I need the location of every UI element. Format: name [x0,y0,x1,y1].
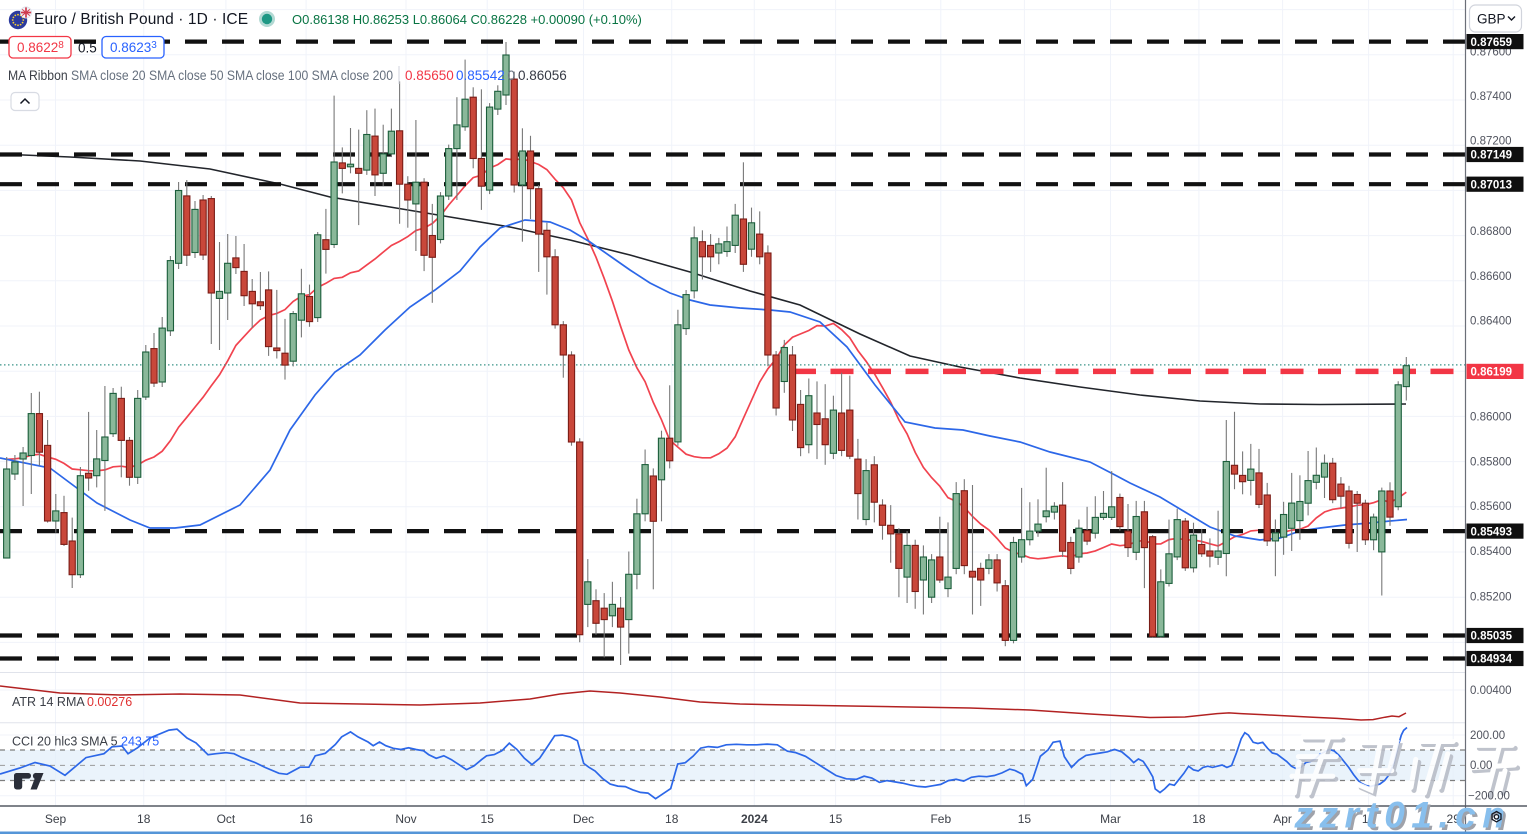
svg-text:0.84934: 0.84934 [1471,654,1513,666]
svg-text:29: 29 [1447,812,1461,826]
svg-text:O0.86138 H0.86253 L0.86064 C0.: O0.86138 H0.86253 L0.86064 C0.86228 +0.0… [292,12,642,27]
svg-text:Oct: Oct [217,812,236,826]
svg-text:Dec: Dec [573,812,594,826]
svg-text:0.00276: 0.00276 [87,695,132,709]
svg-text:0.86800: 0.86800 [1470,226,1512,238]
svg-text:Nov: Nov [395,812,416,826]
svg-text:Euro / British Pound · 1D · IC: Euro / British Pound · 1D · ICE [34,11,248,28]
svg-text:18: 18 [137,812,151,826]
svg-text:0.86199: 0.86199 [1471,367,1513,379]
svg-text:0.85400: 0.85400 [1470,546,1512,558]
svg-text:zzrt01.cn: zzrt01.cn [1296,797,1514,834]
svg-text:−200.00: −200.00 [1468,791,1510,803]
svg-text:15: 15 [1018,812,1032,826]
svg-text:Apr: Apr [1273,812,1292,826]
svg-text:0.85200: 0.85200 [1470,592,1512,604]
svg-text:Sep: Sep [45,812,67,826]
svg-text:18: 18 [1192,812,1206,826]
svg-text:Feb: Feb [930,812,951,826]
svg-text:0.85542: 0.85542 [456,68,505,83]
svg-text:0: 0 [508,68,516,83]
svg-text:MA Ribbon SMA close 20 SMA clo: MA Ribbon SMA close 20 SMA close 50 SMA … [8,68,393,83]
svg-text:0.5: 0.5 [78,41,97,56]
svg-text:0.85650: 0.85650 [405,68,454,83]
svg-text:0.86600: 0.86600 [1470,271,1512,283]
svg-text:0.85035: 0.85035 [1471,631,1513,643]
svg-text:16: 16 [299,812,313,826]
svg-text:0.87600: 0.87600 [1470,46,1512,58]
svg-text:15: 15 [1362,812,1376,826]
svg-text:Mar: Mar [1100,812,1121,826]
svg-text:0.86000: 0.86000 [1470,412,1512,424]
svg-text:zzrt01.cn: zzrt01.cn [1294,795,1512,834]
svg-text:0.85600: 0.85600 [1470,501,1512,513]
svg-text:0.86400: 0.86400 [1470,316,1512,328]
svg-text:GBP: GBP [1477,12,1506,27]
svg-text:0.87400: 0.87400 [1470,91,1512,103]
svg-text:18: 18 [665,812,679,826]
svg-text:243.75: 243.75 [121,735,159,749]
svg-text:15: 15 [829,812,843,826]
svg-text:0.00400: 0.00400 [1470,685,1512,697]
svg-text:ATR 14 RMA: ATR 14 RMA [12,695,85,709]
svg-text:CCI 20 hlc3 SMA 5: CCI 20 hlc3 SMA 5 [12,735,118,749]
svg-text:0.87200: 0.87200 [1470,136,1512,148]
svg-text:0.87659: 0.87659 [1471,37,1513,49]
svg-text:0.87149: 0.87149 [1471,150,1513,162]
svg-text:0.85800: 0.85800 [1470,456,1512,468]
svg-text:200.00: 200.00 [1470,730,1505,742]
svg-text:0.86228: 0.86228 [17,40,64,55]
svg-text:0.87013: 0.87013 [1471,179,1513,191]
svg-text:0.86056: 0.86056 [518,68,567,83]
svg-text:0.85493: 0.85493 [1471,526,1513,538]
svg-text:0.86233: 0.86233 [110,40,157,55]
svg-text:0.00: 0.00 [1470,760,1492,772]
svg-text:15: 15 [481,812,495,826]
svg-text:2024: 2024 [741,812,768,826]
